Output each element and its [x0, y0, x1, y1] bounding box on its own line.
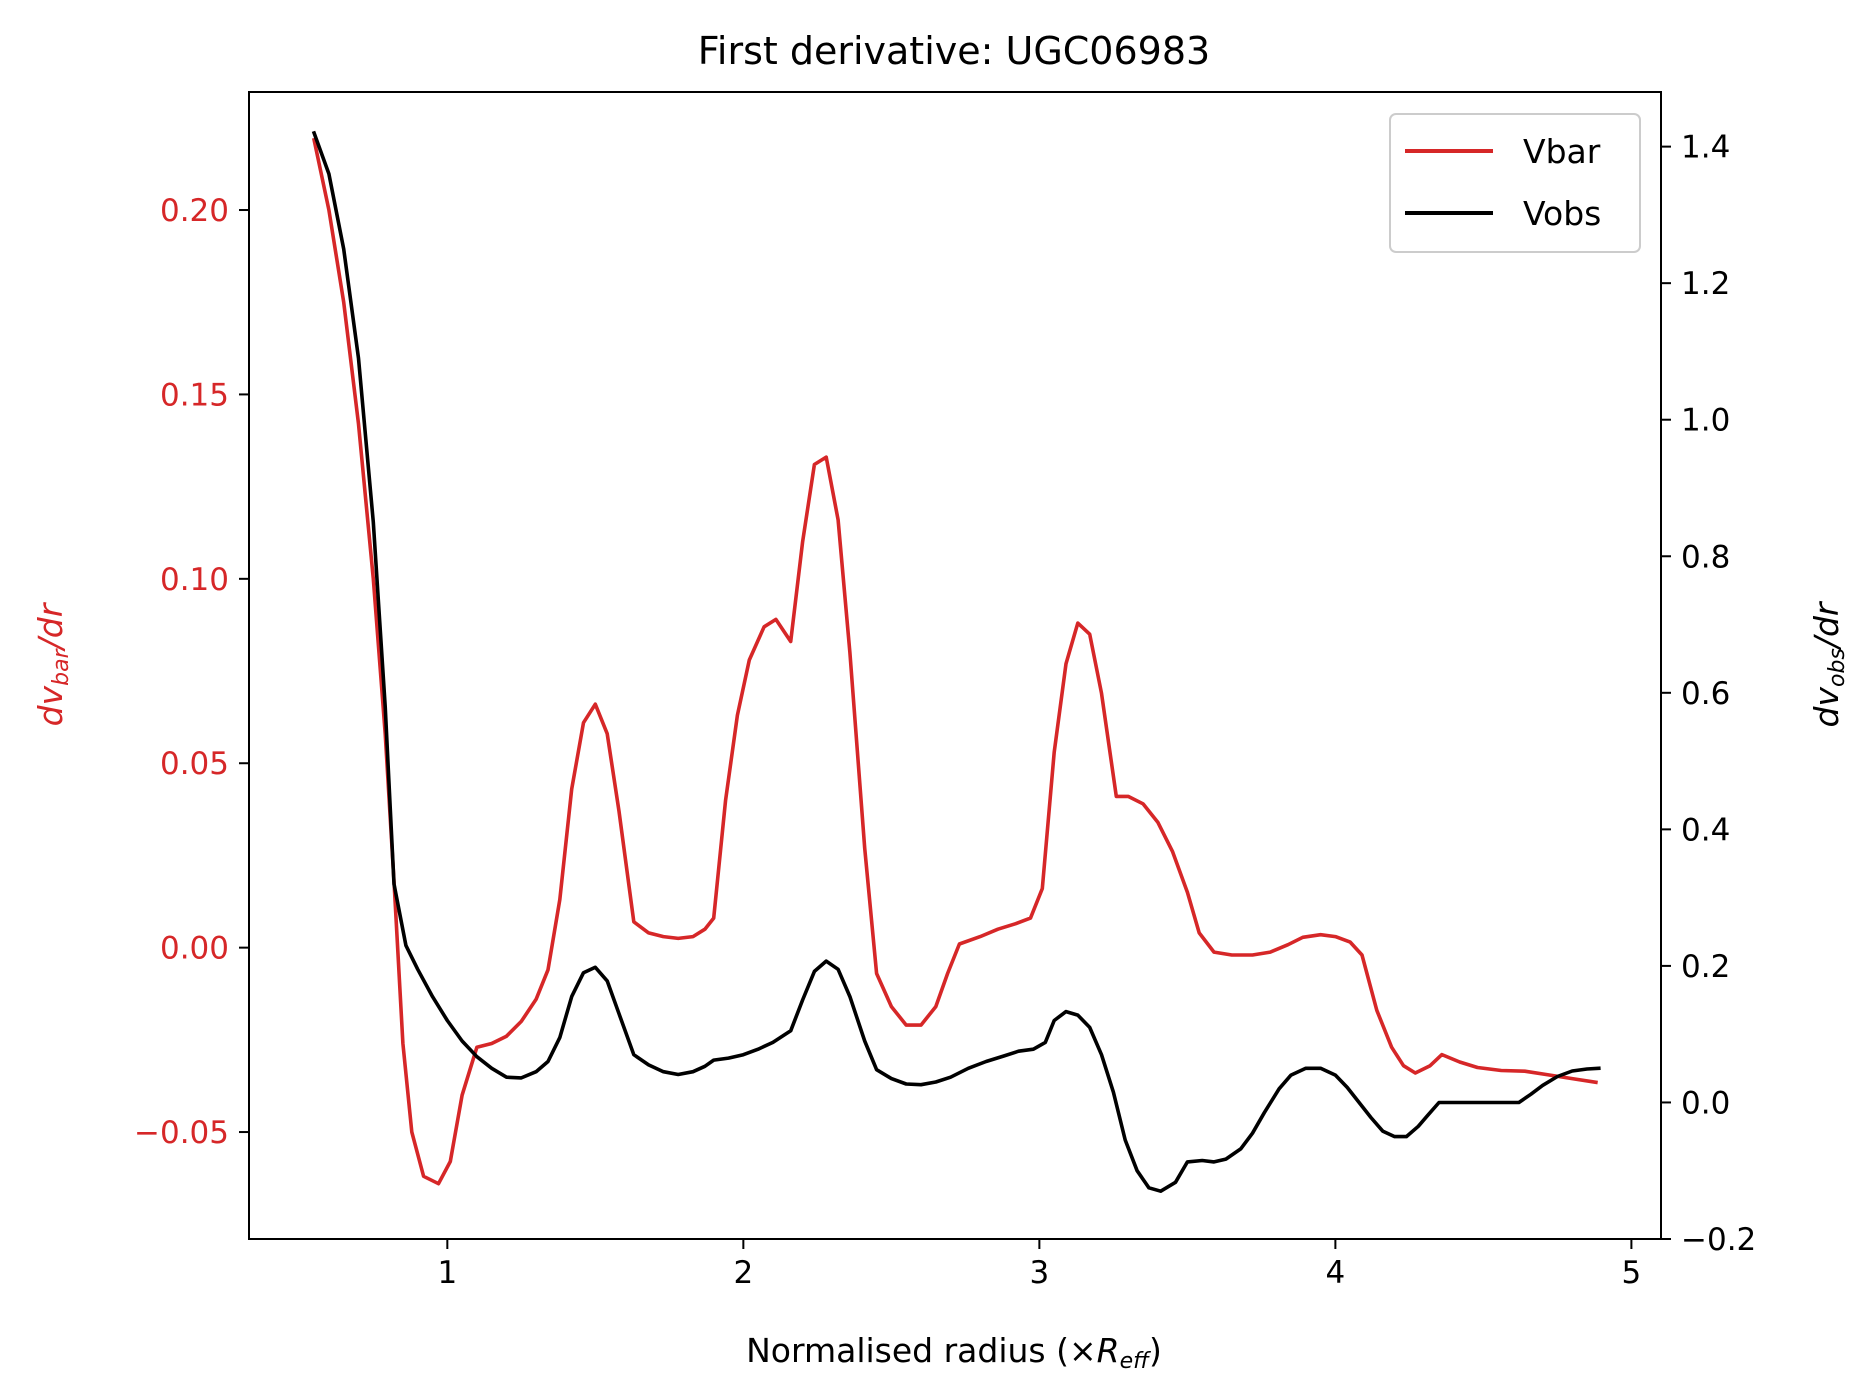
y-right-tick-label: 0.8 [1681, 539, 1730, 575]
legend-label-vbar: Vbar [1523, 132, 1601, 171]
legend: Vbar Vobs [1389, 113, 1641, 253]
y-right-tick-label: 1.4 [1681, 130, 1730, 166]
y-left-tick-label: 0.10 [160, 562, 229, 598]
x-tick-label: 5 [1622, 1255, 1642, 1291]
series-line-vobs [311, 130, 1601, 1193]
x-tick-label: 4 [1326, 1255, 1346, 1291]
legend-box [1389, 113, 1641, 253]
y-right-tick-label: 0.0 [1681, 1085, 1730, 1121]
y-axis-right-label: dvobs/dr [1807, 600, 1850, 727]
x-axis-label: Normalised radius (×Reff) [746, 1331, 1162, 1374]
series-line-vbar [311, 137, 1598, 1186]
axes-ticks: 1 2 3 4 5 −0.05 0.00 0.05 0.10 0.15 0.20 −0.2 0.0 0.2… [134, 130, 1756, 1291]
y-left-tick-label: 0.15 [160, 377, 229, 413]
y-left-tick-label: 0.20 [160, 193, 229, 229]
series-layer [311, 130, 1601, 1193]
y-left-tick-label: −0.05 [134, 1115, 229, 1151]
plot-frame [248, 91, 1662, 1240]
y-axis-left-label: dvbar/dr [31, 601, 74, 726]
y-right-tick-label: 0.2 [1681, 949, 1730, 985]
x-tick-label: 2 [733, 1255, 753, 1291]
y-left-tick-label: 0.00 [160, 931, 229, 967]
y-left-tick-label: 0.05 [160, 746, 229, 782]
chart-title: First derivative: UGC06983 [698, 29, 1210, 73]
x-tick-label: 3 [1029, 1255, 1049, 1291]
y-right-tick-label: −0.2 [1681, 1222, 1756, 1258]
legend-label-vobs: Vobs [1523, 194, 1601, 233]
y-right-tick-label: 0.4 [1681, 812, 1730, 848]
y-right-tick-label: 1.0 [1681, 403, 1730, 439]
y-right-tick-label: 1.2 [1681, 266, 1730, 302]
y-right-tick-label: 0.6 [1681, 676, 1730, 712]
x-tick-label: 1 [437, 1255, 457, 1291]
